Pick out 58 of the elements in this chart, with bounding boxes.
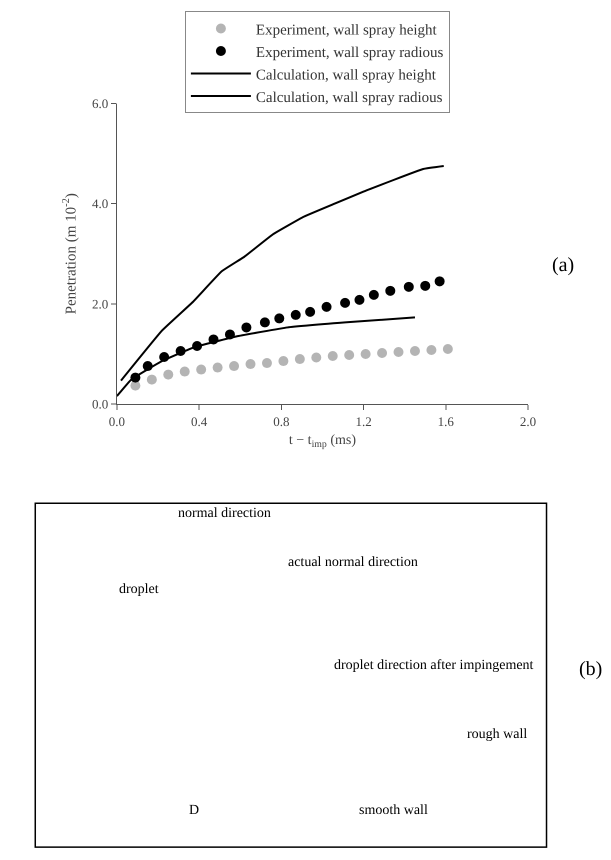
point <box>262 358 272 368</box>
point <box>196 364 206 375</box>
x-tick-label: 0.0 <box>108 414 126 429</box>
x-tick-label: 1.6 <box>438 414 454 429</box>
point <box>290 310 301 320</box>
text: (a) <box>552 254 574 276</box>
point <box>146 374 157 385</box>
point <box>274 313 284 324</box>
legend-label: Calculation, wall spray height <box>256 67 437 84</box>
point <box>354 294 364 305</box>
legend-label: Calculation, wall spray radious <box>256 90 443 106</box>
point <box>404 282 414 292</box>
point <box>278 356 288 366</box>
point <box>410 346 420 356</box>
x-tick-label: 0.4 <box>190 414 208 429</box>
text: D <box>189 803 200 818</box>
point <box>328 351 338 362</box>
point <box>344 350 354 360</box>
point <box>434 276 445 286</box>
x-tick-label: 0.8 <box>273 414 290 429</box>
text: droplet <box>119 582 159 597</box>
text: actual normal direction <box>288 555 418 570</box>
point <box>311 352 322 363</box>
point <box>260 317 270 328</box>
x-tick-label: 1.2 <box>355 414 372 429</box>
x-axis-title: t − t$_{imp}$ (ms) <box>288 433 356 450</box>
legend-label: Experiment, wall spray height <box>256 22 438 38</box>
legend-label: Experiment, wall spray radious <box>256 44 444 61</box>
y-tick-label: 0.0 <box>92 396 108 412</box>
point <box>394 347 404 358</box>
point <box>212 362 223 373</box>
point <box>246 359 256 370</box>
point <box>163 370 174 380</box>
point <box>229 361 240 372</box>
point <box>322 302 332 312</box>
point <box>377 348 388 358</box>
text: normal direction <box>178 506 271 521</box>
y-tick-label: 4.0 <box>92 196 108 212</box>
point <box>385 286 396 296</box>
point <box>294 354 305 364</box>
y-tick-label: 6.0 <box>92 96 108 111</box>
point <box>241 322 252 332</box>
point <box>305 306 316 317</box>
text: smooth wall <box>359 803 428 818</box>
x-tick-label: 2.0 <box>520 414 536 429</box>
point <box>426 345 436 355</box>
point <box>340 298 350 308</box>
point <box>368 290 379 300</box>
point <box>442 344 453 354</box>
text: rough wall <box>467 727 528 742</box>
point <box>180 366 190 377</box>
line-series <box>120 165 445 382</box>
y-tick-label: 2.0 <box>92 296 108 312</box>
line-series <box>116 316 416 398</box>
point <box>420 280 430 291</box>
text: (b) <box>579 658 602 680</box>
point <box>360 349 371 360</box>
text: droplet direction after impingement <box>334 658 534 673</box>
